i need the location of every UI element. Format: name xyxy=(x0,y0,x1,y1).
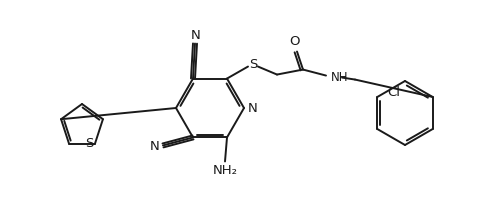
Text: NH: NH xyxy=(331,71,348,84)
Text: Cl: Cl xyxy=(387,86,400,99)
Text: N: N xyxy=(248,101,258,114)
Text: NH₂: NH₂ xyxy=(212,164,238,177)
Text: S: S xyxy=(249,58,257,71)
Text: S: S xyxy=(85,137,93,150)
Text: N: N xyxy=(150,140,160,153)
Text: O: O xyxy=(289,35,299,48)
Text: N: N xyxy=(191,29,201,42)
